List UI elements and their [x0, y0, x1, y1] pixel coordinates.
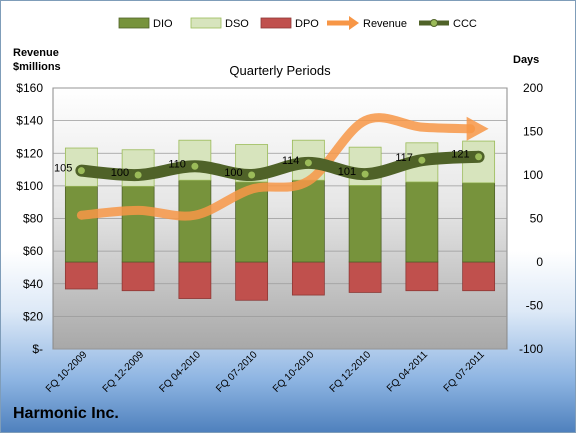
left-axis-tick-label: $120	[16, 146, 43, 160]
right-axis-tick-label: 200	[523, 81, 543, 95]
dpo-bar	[462, 261, 496, 292]
dio-bar	[64, 185, 98, 263]
legend-label-ccc: CCC	[453, 18, 477, 30]
dio-bar	[121, 185, 155, 263]
dpo-bar	[121, 261, 155, 292]
revenue-arrowhead	[466, 116, 489, 141]
right-axis-tick-label: -50	[526, 299, 544, 313]
revenue-line	[76, 113, 476, 221]
dpo-bar	[405, 261, 439, 292]
category-label: FQ 12-2010	[328, 349, 374, 395]
ccc-data-label: 101	[338, 166, 356, 178]
ccc-data-label: 117	[395, 152, 413, 164]
ccc-data-label: 110	[168, 158, 186, 170]
dpo-bar	[348, 261, 382, 293]
right-axis-tick-label: 0	[536, 255, 543, 269]
left-axis-tick-label: $40	[23, 277, 43, 291]
category-label: FQ 10-2010	[271, 349, 317, 395]
dio-bar	[462, 182, 496, 263]
left-axis-tick-label: $80	[23, 212, 43, 226]
legend-swatch-dpo	[260, 17, 292, 29]
category-label: FQ 10-2009	[44, 349, 90, 395]
right-axis-tick-label: 150	[523, 125, 543, 139]
left-axis-tick-label: $100	[16, 179, 43, 193]
right-axis-tick-label: 100	[523, 168, 543, 182]
legend-swatch-dio	[118, 17, 150, 29]
ccc-line	[75, 150, 485, 182]
ccc-marker	[417, 155, 427, 165]
legend-swatch-ccc-marker	[430, 19, 438, 27]
dpo-bar	[235, 261, 269, 301]
right-axis-tick-label: 50	[530, 212, 544, 226]
dso-bar	[178, 139, 212, 181]
ccc-data-label: 105	[54, 163, 72, 175]
company-name: Harmonic Inc.	[13, 405, 119, 422]
left-axis-title-line1: Revenue	[13, 47, 59, 59]
ccc-marker	[247, 170, 257, 180]
dpo-bar	[64, 261, 98, 290]
category-label: FQ 04-2011	[385, 349, 430, 394]
ccc-data-label: 121	[451, 149, 469, 161]
left-axis-tick-label: $20	[23, 309, 43, 323]
legend-swatch-revenue-arrowhead	[349, 16, 359, 30]
ccc-marker	[474, 152, 484, 162]
ccc-data-label: 100	[111, 167, 129, 179]
ccc-marker	[303, 158, 313, 168]
right-axis-tick-label: -100	[519, 342, 543, 356]
left-axis-tick-label: $160	[16, 81, 43, 95]
chart-title: Quarterly Periods	[229, 63, 331, 78]
category-label: FQ 07-2010	[214, 349, 260, 395]
dpo-bar	[178, 261, 212, 299]
category-label: FQ 12-2009	[101, 349, 147, 395]
ccc-marker	[133, 170, 143, 180]
ccc-marker	[190, 161, 200, 171]
legend-label-dio: DIO	[153, 18, 173, 30]
left-axis-tick-label: $60	[23, 244, 43, 258]
legend-label-revenue: Revenue	[363, 18, 407, 30]
legend-swatch-dso	[190, 17, 222, 29]
left-axis-title-line2: $millions	[13, 61, 61, 73]
ccc-marker	[76, 166, 86, 176]
legend-label-dpo: DPO	[295, 18, 319, 30]
dio-bar	[405, 181, 439, 263]
category-label: FQ 07-2011	[442, 349, 487, 394]
dpo-bar	[291, 261, 325, 296]
ccc-marker	[360, 169, 370, 179]
ccc-data-label: 100	[224, 167, 242, 179]
ccc-data-label: 114	[282, 155, 300, 167]
left-axis-tick-label: $140	[16, 114, 43, 128]
dio-bar	[178, 179, 212, 263]
dio-bar	[348, 185, 382, 263]
dio-bar	[291, 179, 325, 263]
left-axis-tick-label: $-	[32, 342, 43, 356]
legend-label-dso: DSO	[225, 18, 249, 30]
category-label: FQ 04-2010	[157, 349, 203, 395]
right-axis-title: Days	[513, 54, 539, 66]
